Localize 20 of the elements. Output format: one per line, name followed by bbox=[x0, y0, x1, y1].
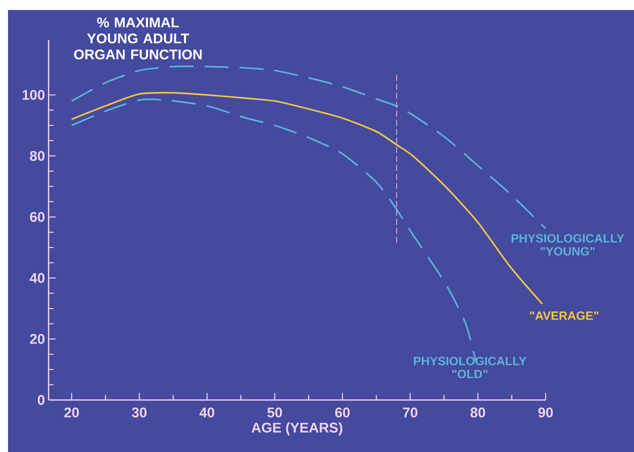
x-axis-title: AGE (YEARS) bbox=[252, 422, 342, 436]
x-tick-label: 20 bbox=[64, 408, 79, 418]
x-tick-label: 60 bbox=[335, 408, 350, 418]
x-tick-label: 40 bbox=[199, 408, 214, 418]
y-tick-label: 20 bbox=[30, 334, 44, 344]
line-series bbox=[70, 66, 546, 230]
y-tick-label: 80 bbox=[30, 150, 44, 161]
x-tick-label: 70 bbox=[402, 408, 418, 418]
text: PHYSIOLOGICALLY "YOUNG" bbox=[512, 234, 624, 256]
y-tick-label: 0 bbox=[38, 395, 45, 405]
y-tick-label: 60 bbox=[30, 212, 44, 222]
x-tick-label: 30 bbox=[132, 408, 147, 418]
series-label: "AVERAGE" bbox=[530, 311, 598, 320]
series-label: PHYSIOLOGICALLY "OLD" bbox=[414, 356, 526, 378]
x-tick-label: 80 bbox=[470, 408, 486, 418]
y-tick-label: 100 bbox=[22, 90, 44, 100]
y-tick-label: 40 bbox=[30, 272, 44, 283]
y-axis-title: % MAXIMAL YOUNG ADULT ORGAN FUNCTION bbox=[74, 18, 202, 60]
x-tick-label: 50 bbox=[267, 408, 282, 418]
x-tick-label: 90 bbox=[538, 408, 553, 418]
